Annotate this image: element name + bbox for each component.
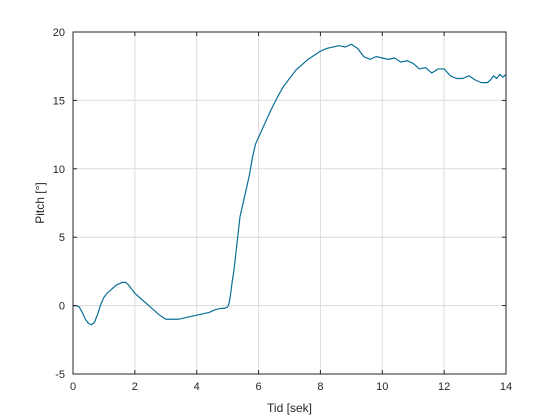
- y-tick-label: 20: [53, 27, 65, 39]
- x-tick-label: 6: [256, 381, 262, 393]
- ticks: 0 2 4 6 8 10 12 14 -5 0 5 10 15 20: [53, 27, 512, 393]
- x-tick-label: 8: [317, 381, 323, 393]
- y-tick-label: 0: [59, 301, 65, 313]
- y-tick-label: 10: [53, 164, 65, 176]
- y-tick-label: 5: [59, 232, 65, 244]
- x-axis-label: Tid [sek]: [267, 401, 312, 415]
- x-tick-label: 10: [376, 381, 388, 393]
- x-tick-label: 2: [132, 381, 138, 393]
- axes-frame: [72, 31, 507, 375]
- y-tick-label: 15: [53, 95, 65, 107]
- data-layer: [73, 43, 507, 326]
- x-tick-label: 0: [70, 381, 76, 393]
- x-tick-label: 12: [438, 381, 450, 393]
- series-line: [73, 43, 507, 326]
- y-tick-label: -5: [55, 369, 65, 381]
- y-axis-label: Pitch [°]: [33, 182, 47, 223]
- grid: [73, 32, 506, 374]
- axes-background: [72, 31, 507, 375]
- x-tick-label: 4: [194, 381, 200, 393]
- x-tick-label: 14: [500, 381, 512, 393]
